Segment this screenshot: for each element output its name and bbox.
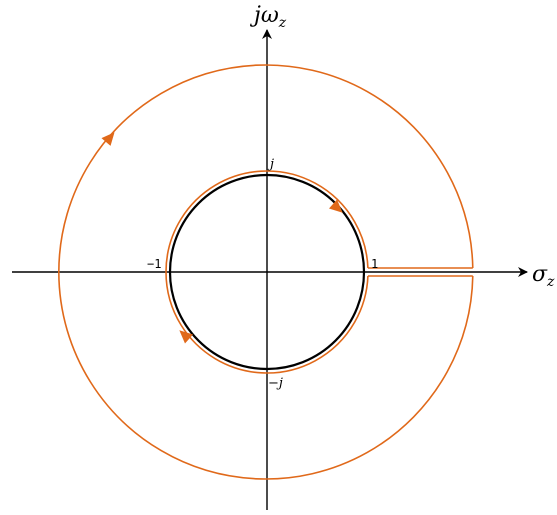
inner-contour-circle (165, 170, 369, 374)
inner-contour-direction-arrow-upper (328, 199, 343, 213)
tick-label-minus-j: −j (268, 376, 283, 391)
tick-label-j: j (267, 157, 274, 172)
tick-label-one: 1 (371, 257, 378, 271)
imaginary-axis-label: jωz (249, 3, 287, 31)
tick-label-minus-one: −1 (147, 257, 161, 271)
outer-contour-direction-arrow (101, 132, 115, 146)
inner-contour-direction-arrow-lower (179, 330, 194, 344)
real-axis-label: σz (532, 262, 555, 290)
outer-contour-circle (58, 64, 474, 480)
unit-circle (168, 173, 366, 371)
